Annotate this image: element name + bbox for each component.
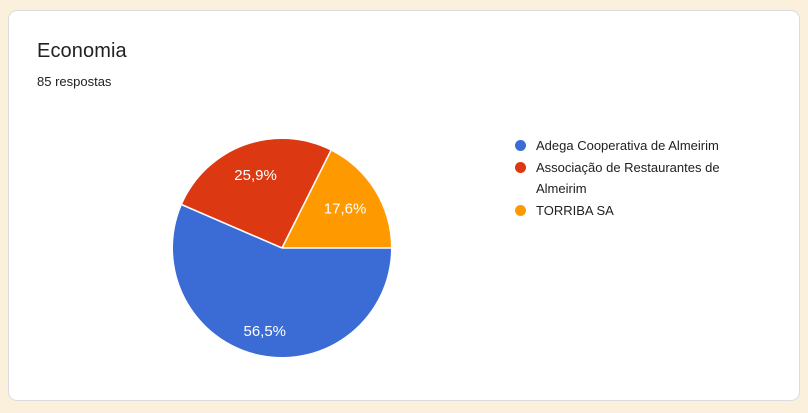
slice-percent-label-3: 17,6% [324, 201, 367, 218]
legend-item-label: Associação de Restaurantes de Almeirim [536, 160, 720, 196]
pie-chart-svg: 56,5% 25,9% 17,6% [172, 138, 391, 357]
responses-count: 85 respostas [37, 74, 112, 89]
slice-separator [181, 203, 283, 249]
legend-item-1: Adega Cooperativa de Almeirim [515, 135, 755, 156]
legend-item-2: Associação de Restaurantes de Almeirim [515, 157, 755, 199]
slice-percent-label-2: 25,9% [234, 167, 277, 184]
pie-chart: 56,5% 25,9% 17,6% [172, 138, 392, 358]
chart-legend: Adega Cooperativa de Almeirim Associação … [515, 135, 755, 222]
legend-color-dot [515, 205, 526, 216]
slice-percent-label-1: 56,5% [243, 323, 286, 340]
pie-slice-1 [172, 204, 391, 357]
legend-item-label: Adega Cooperativa de Almeirim [536, 138, 719, 153]
response-summary-card: Economia 85 respostas 56,5% 25,9% 17,6% Ad… [8, 10, 800, 401]
slice-separator [281, 150, 332, 249]
question-title: Economia [37, 40, 127, 62]
pie-slice-3 [282, 150, 391, 248]
legend-color-dot [515, 140, 526, 151]
legend-item-3: TORRIBA SA [515, 200, 755, 221]
legend-color-dot [515, 162, 526, 173]
legend-item-label: TORRIBA SA [536, 203, 614, 218]
